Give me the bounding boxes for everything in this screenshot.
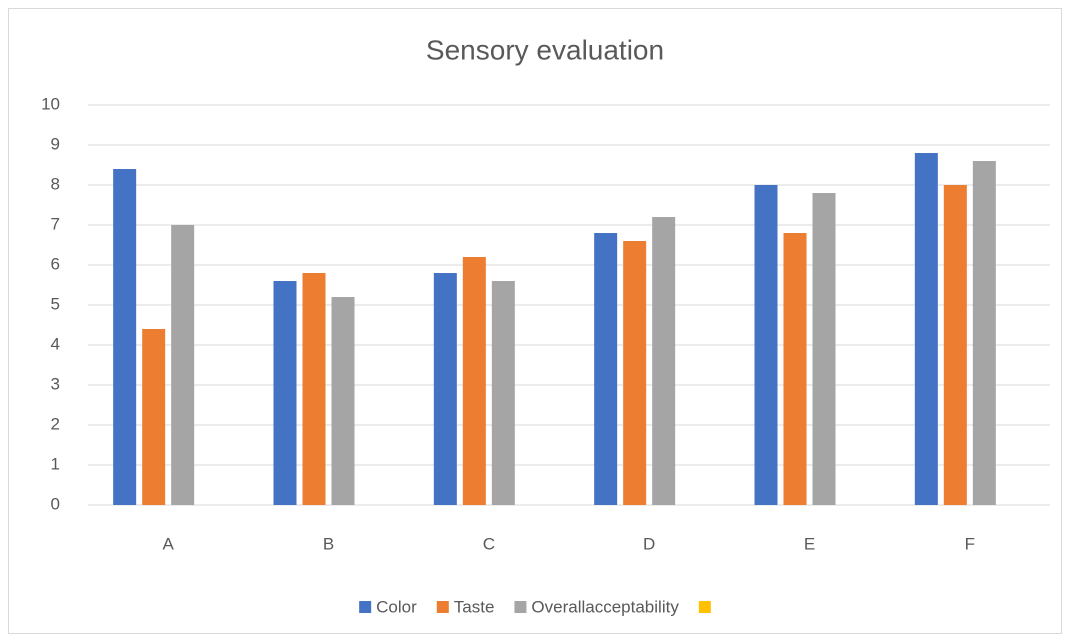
legend-label: Taste [454, 597, 495, 616]
bar [273, 281, 297, 505]
x-tick-label: C [483, 534, 495, 553]
legend-label: Color [376, 597, 417, 616]
bar [462, 257, 486, 505]
x-tick-label: F [965, 534, 975, 553]
bar [302, 273, 326, 505]
x-tick-label: D [643, 534, 655, 553]
bar [623, 241, 647, 505]
x-tick-label: A [162, 534, 174, 553]
bar [594, 233, 618, 505]
y-tick-label: 8 [51, 174, 60, 193]
bar [331, 297, 355, 505]
bar [113, 169, 137, 505]
bar [812, 193, 836, 505]
y-tick-label: 3 [51, 374, 60, 393]
legend-label: Overallacceptability [531, 597, 679, 616]
x-tick-label: B [323, 534, 334, 553]
y-tick-label: 6 [51, 254, 60, 273]
bar [754, 185, 778, 505]
y-tick-label: 2 [51, 414, 60, 433]
bar [972, 161, 996, 505]
y-tick-label: 10 [41, 94, 60, 113]
y-tick-label: 0 [51, 494, 60, 513]
bar [943, 185, 967, 505]
bar [783, 233, 807, 505]
legend-swatch [436, 601, 449, 613]
legend-swatch [698, 601, 711, 613]
y-tick-label: 7 [51, 214, 60, 233]
bar [433, 273, 457, 505]
bar [652, 217, 676, 505]
y-tick-label: 4 [51, 334, 60, 353]
bar [914, 153, 938, 505]
y-tick-label: 1 [51, 454, 60, 473]
y-tick-label: 9 [51, 134, 60, 153]
x-tick-label: E [804, 534, 815, 553]
y-tick-label: 5 [51, 294, 60, 313]
bar [491, 281, 515, 505]
legend-swatch [514, 601, 527, 613]
bar [142, 329, 166, 505]
bar [171, 225, 195, 505]
legend-swatch [359, 601, 372, 613]
chart-title: Sensory evaluation [426, 34, 664, 65]
